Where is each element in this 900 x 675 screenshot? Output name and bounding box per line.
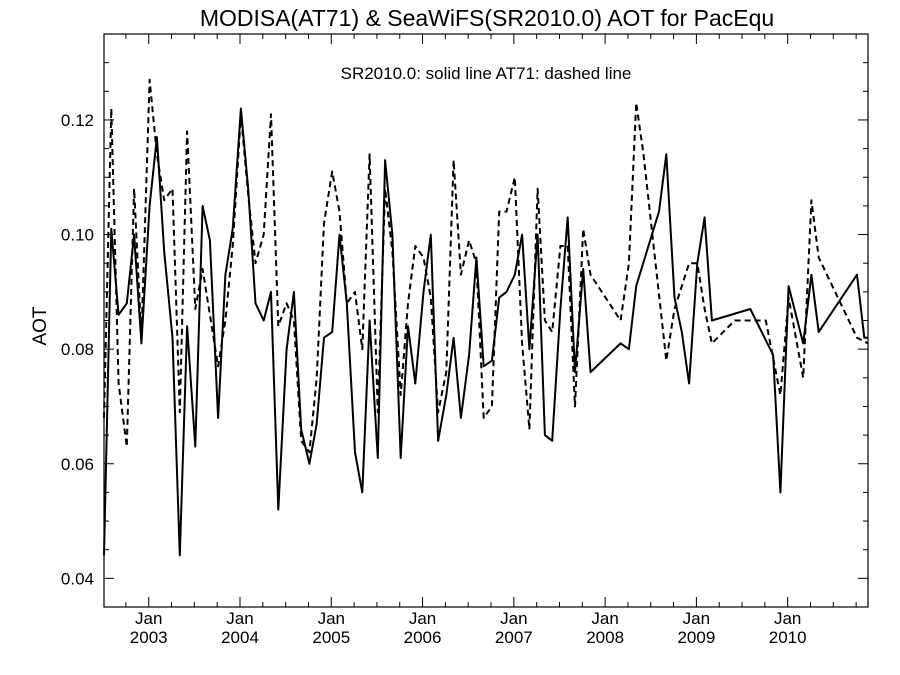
x-tick-label-month: Jan — [774, 609, 801, 628]
x-tick-label-year: 2008 — [586, 628, 624, 647]
x-tick-label-year: 2004 — [221, 628, 259, 647]
x-tick-label-year: 2005 — [312, 628, 350, 647]
x-tick-label-year: 2009 — [677, 628, 715, 647]
line-style-legend: SR2010.0: solid line AT71: dashed line — [341, 64, 632, 83]
x-tick-label-month: Jan — [591, 609, 618, 628]
y-tick-label: 0.04 — [61, 569, 94, 588]
x-tick-label-month: Jan — [135, 609, 162, 628]
x-tick-label-year: 2006 — [404, 628, 442, 647]
x-tick-label-year: 2007 — [495, 628, 533, 647]
x-tick-label-year: 2010 — [769, 628, 807, 647]
x-tick-label-month: Jan — [318, 609, 345, 628]
chart-title: MODISA(AT71) & SeaWiFS(SR2010.0) AOT for… — [200, 5, 774, 31]
y-tick-label: 0.08 — [61, 340, 94, 359]
x-tick-label-year: 2003 — [130, 628, 168, 647]
axis-tick-labels: 0.040.060.080.100.12Jan2003Jan2004Jan200… — [61, 111, 807, 647]
x-tick-label-month: Jan — [226, 609, 253, 628]
y-tick-label: 0.06 — [61, 455, 94, 474]
x-tick-label-month: Jan — [683, 609, 710, 628]
x-tick-label-month: Jan — [500, 609, 527, 628]
y-tick-label: 0.12 — [61, 111, 94, 130]
y-tick-label: 0.10 — [61, 226, 94, 245]
y-axis-label: AOT — [30, 306, 51, 345]
x-tick-label-month: Jan — [409, 609, 436, 628]
series-lines — [103, 78, 869, 557]
series-line-sr2010-0 — [103, 107, 868, 557]
